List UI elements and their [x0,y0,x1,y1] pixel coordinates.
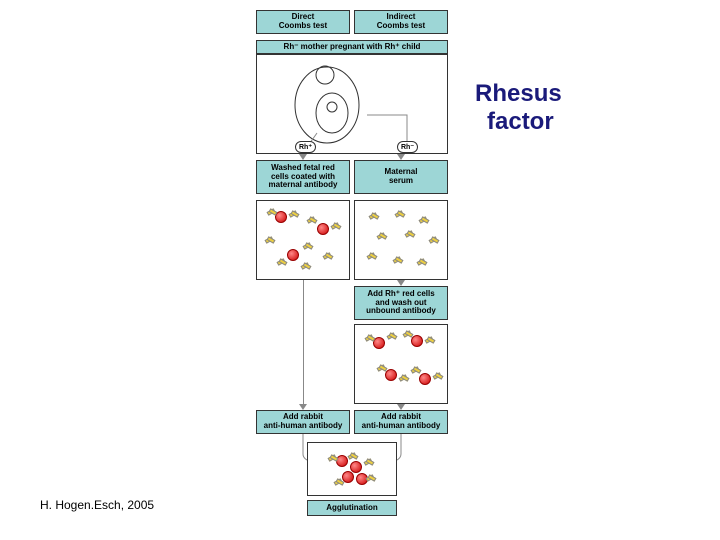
maternal-label: Maternal serum [385,168,418,186]
mother-label: Rh⁻ mother pregnant with Rh⁺ child [284,43,421,52]
antibody-icon [303,241,313,249]
indirect-coombs-box: Indirect Coombs test [354,10,448,34]
add-rh-label: Add Rh⁺ red cells and wash out unbound a… [366,290,436,316]
agglutination-label: Agglutination [326,504,378,513]
add-rh-box: Add Rh⁺ red cells and wash out unbound a… [354,286,448,320]
add-rabbit-left-box: Add rabbit anti-human antibody [256,410,350,434]
agglutination-panel [307,442,397,496]
antibody-icon [366,473,376,481]
rh-minus-label: Rh⁻ [397,141,418,153]
flow-line [303,280,304,404]
direct-label: Direct Coombs test [279,13,327,31]
antibody-icon [433,371,443,379]
maternal-box: Maternal serum [354,160,448,194]
left-cells-panel [256,200,350,280]
antibody-icon [331,221,341,229]
title-line2: factor [475,108,562,136]
antibody-icon [365,333,375,341]
agglutination-box: Agglutination [307,500,397,516]
red-blood-cell-icon [287,249,299,261]
antibody-icon [265,235,275,243]
antibody-icon [425,335,435,343]
antibody-icon [328,453,338,461]
antibody-icon [277,257,287,265]
antibody-icon [393,255,403,263]
antibody-icon [364,457,374,465]
page-title: Rhesus factor [475,80,562,136]
washed-label: Washed fetal red cells coated with mater… [269,164,338,190]
antibody-icon [348,451,358,459]
add-rabbit-right-label: Add rabbit anti-human antibody [362,413,441,431]
title-line1: Rhesus [475,80,562,108]
antibody-icon [334,477,344,485]
red-blood-cell-icon [350,461,362,473]
antibody-icon [399,373,409,381]
rh-plus-label: Rh⁺ [295,141,316,153]
mother-svg [257,55,449,155]
antibody-icon [387,331,397,339]
antibody-icon [411,365,421,373]
coombs-diagram: Direct Coombs test Indirect Coombs test … [252,10,452,535]
antibody-icon [377,363,387,371]
antibody-icon [267,207,277,215]
attribution: H. Hogen.Esch, 2005 [40,498,154,512]
antibody-icon [323,251,333,259]
antibody-icon [367,251,377,259]
red-blood-cell-icon [317,223,329,235]
mother-heading: Rh⁻ mother pregnant with Rh⁺ child [256,40,448,54]
indirect-label: Indirect Coombs test [377,13,425,31]
mother-illustration: Rh⁺ Rh⁻ [256,54,448,154]
antibody-icon [369,211,379,219]
antibody-icon [417,257,427,265]
antibody-icon [377,231,387,239]
antibody-icon [403,329,413,337]
washed-box: Washed fetal red cells coated with mater… [256,160,350,194]
antibody-icon [289,209,299,217]
antibody-icon [395,209,405,217]
antibody-icon [419,215,429,223]
right-cells-panel-2 [354,324,448,404]
antibody-icon [405,229,415,237]
red-blood-cell-icon [419,373,431,385]
right-cells-panel [354,200,448,280]
antibody-icon [307,215,317,223]
antibody-icon [301,261,311,269]
add-rabbit-right-box: Add rabbit anti-human antibody [354,410,448,434]
add-rabbit-left-label: Add rabbit anti-human antibody [264,413,343,431]
direct-coombs-box: Direct Coombs test [256,10,350,34]
antibody-icon [429,235,439,243]
